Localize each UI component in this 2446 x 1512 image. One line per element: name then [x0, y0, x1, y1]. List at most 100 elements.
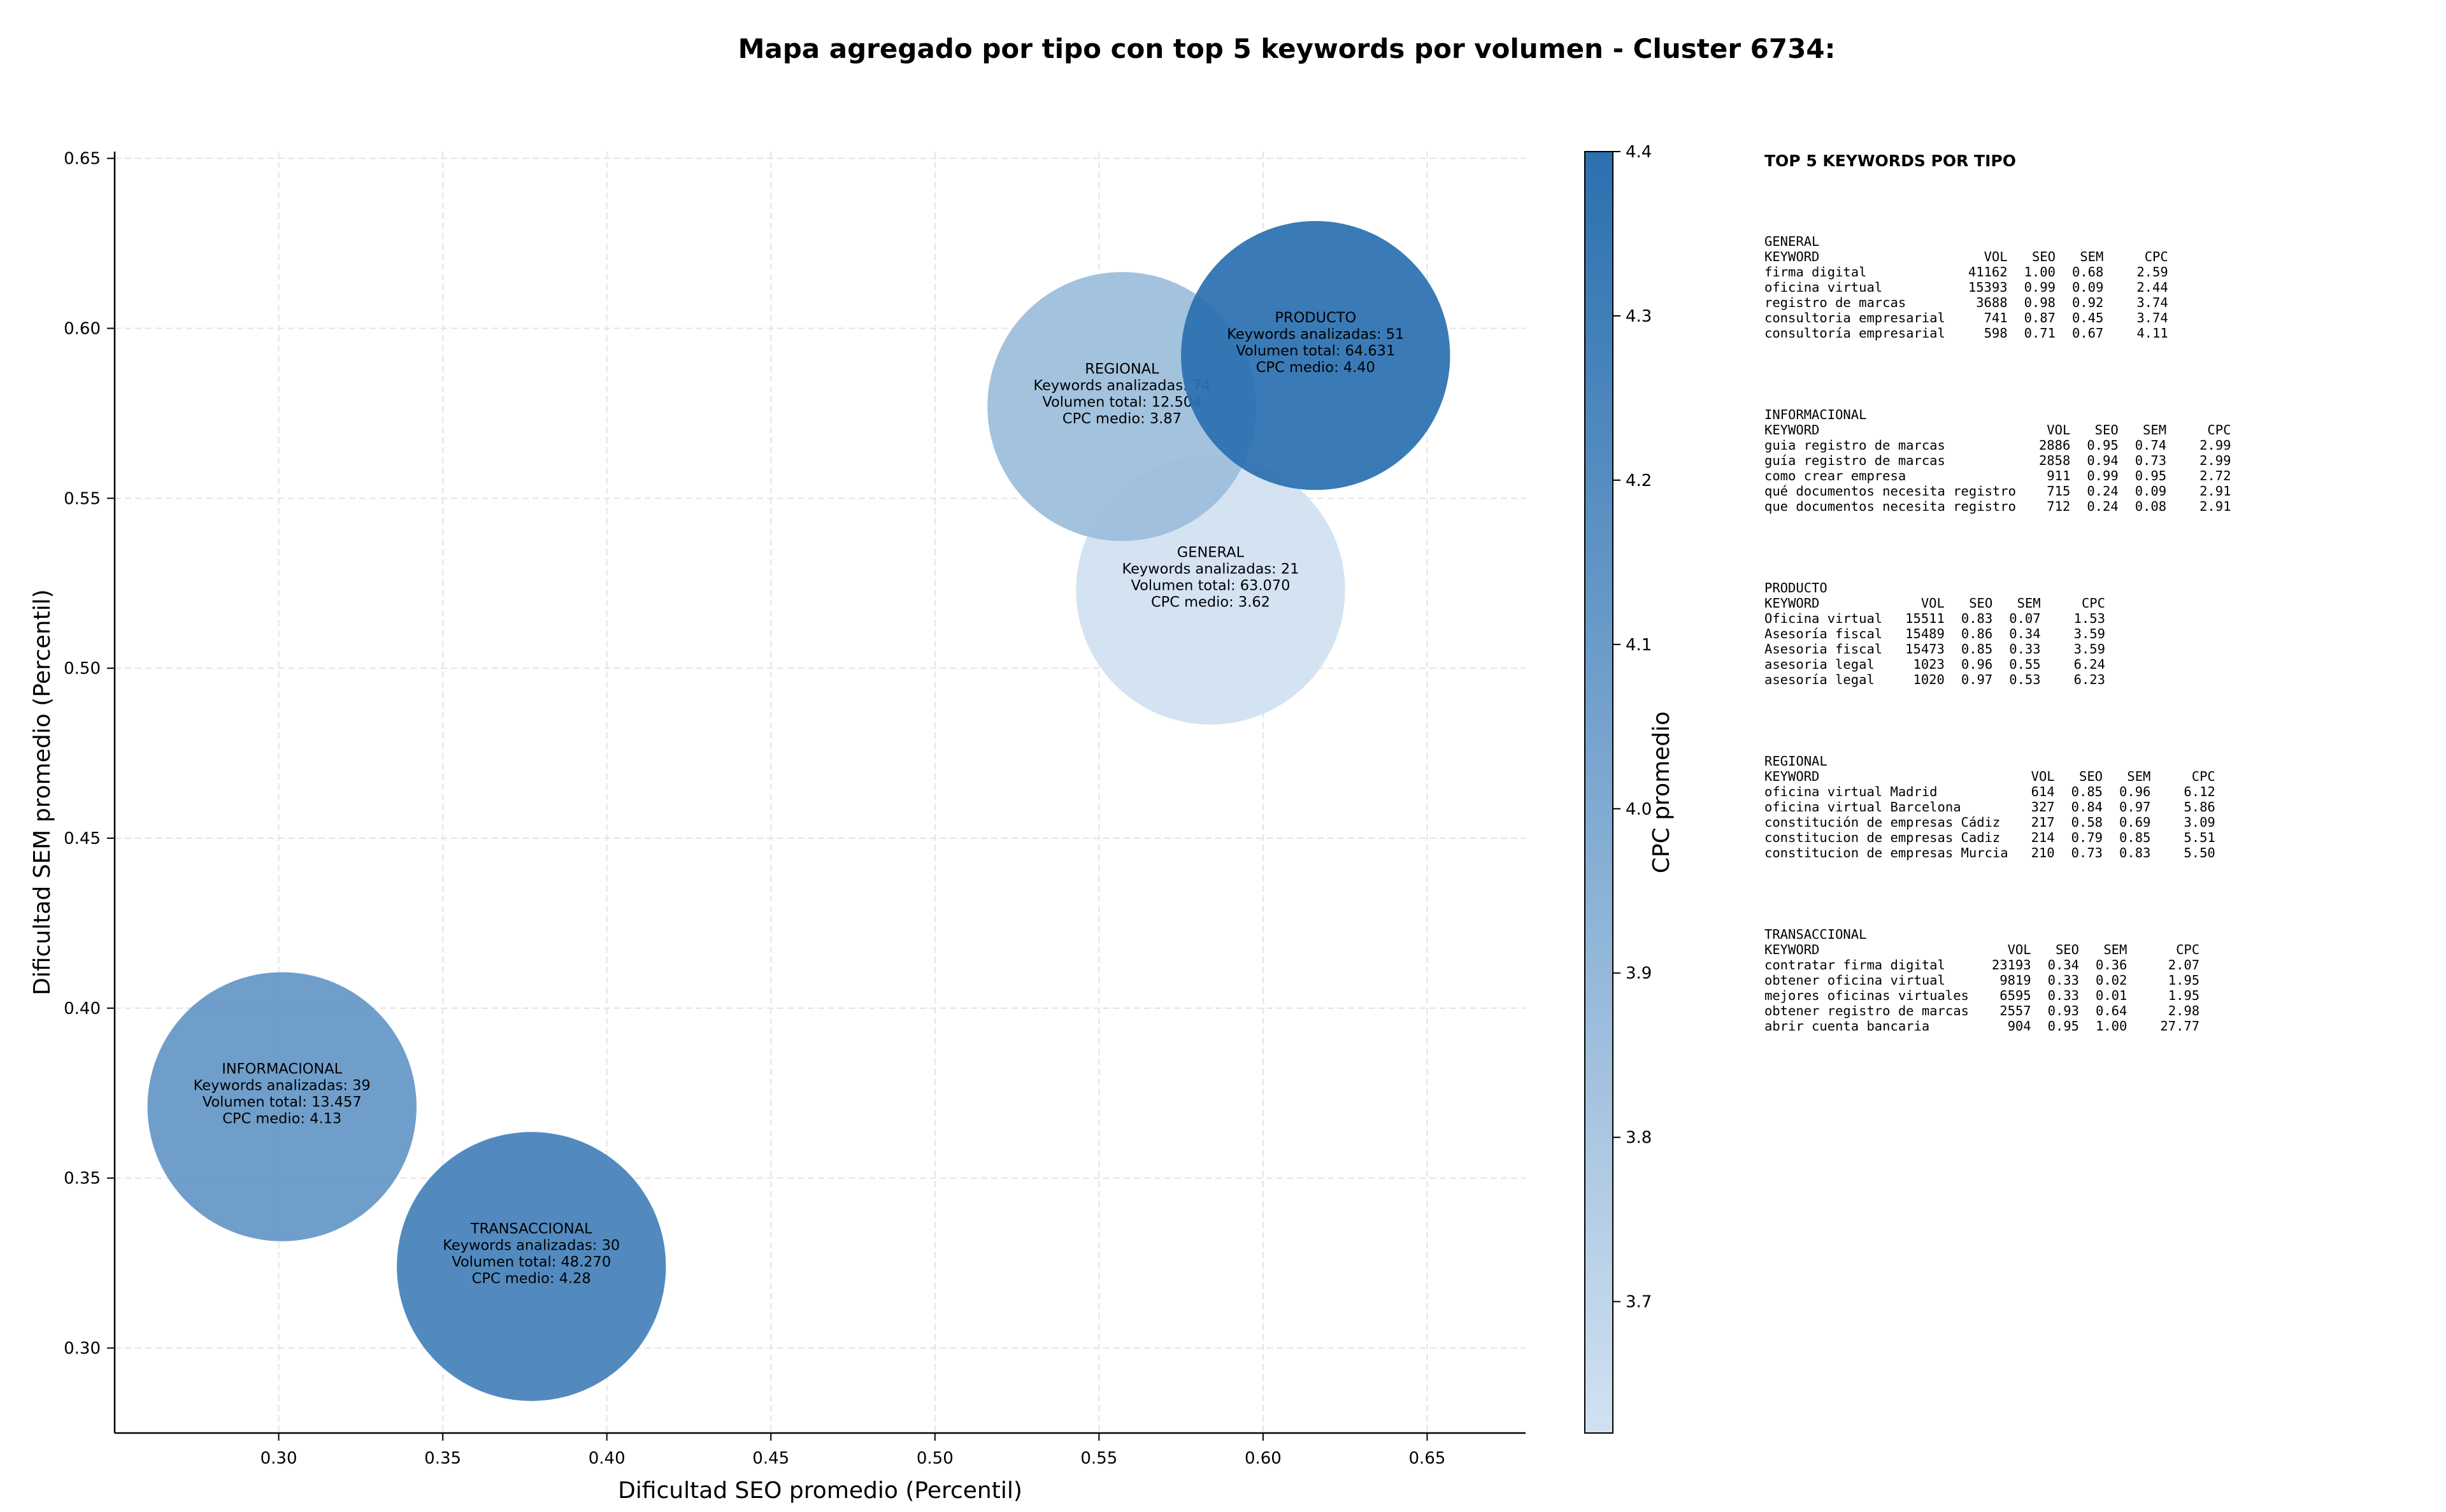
- metric-cell: 3.09: [2184, 815, 2215, 830]
- colorbar-label: CPC promedio: [1649, 711, 1675, 873]
- column-header: SEM: [2143, 422, 2167, 438]
- metric-cell: 9819: [1999, 973, 2031, 988]
- y-tick-label: 0.40: [64, 999, 101, 1018]
- keyword-cell: contratar firma digital: [1764, 957, 1945, 973]
- metric-cell: 217: [2031, 815, 2055, 830]
- bubble-stat-label: Volumen total: 63.070: [1131, 577, 1290, 594]
- metric-cell: 6595: [1999, 988, 2031, 1003]
- colorbar-tick-label: 4.1: [1626, 636, 1652, 655]
- column-header: VOL: [2047, 422, 2071, 438]
- metric-cell: 15473: [1905, 641, 1945, 657]
- column-header: VOL: [1920, 596, 1945, 611]
- colorbar-tick-label: 3.9: [1626, 964, 1652, 983]
- metric-cell: 6.23: [2073, 672, 2105, 687]
- metric-cell: 1023: [1913, 657, 1945, 672]
- x-tick-label: 0.30: [261, 1449, 297, 1468]
- column-header: VOL: [1984, 249, 2008, 264]
- x-axis-label: Dificultad SEO promedio (Percentil): [618, 1478, 1022, 1504]
- metric-cell: 2.98: [2168, 1003, 2200, 1018]
- metric-cell: 0.33: [2009, 641, 2041, 657]
- metric-cell: 0.79: [2071, 830, 2103, 845]
- column-header: SEM: [2103, 942, 2128, 957]
- column-header: SEM: [2017, 596, 2041, 611]
- metric-cell: 6.24: [2073, 657, 2105, 672]
- metric-cell: 0.92: [2071, 295, 2104, 310]
- keyword-row: mejores oficinas virtuales 6595 0.33 0.01 1.…: [1764, 988, 2199, 1003]
- column-header: CPC: [2081, 596, 2105, 611]
- metric-cell: 15393: [1968, 280, 2008, 295]
- metric-cell: 0.34: [2047, 957, 2079, 973]
- metric-cell: 0.98: [2024, 295, 2056, 310]
- metric-cell: 0.94: [2087, 453, 2119, 468]
- metric-cell: 0.95: [2047, 1018, 2079, 1034]
- metric-cell: 0.86: [1961, 626, 1993, 641]
- keyword-table: KEYWORD VOL SEO SEM CPC oficina virtual Madri…: [1764, 769, 2215, 860]
- metric-cell: 0.33: [2047, 973, 2079, 988]
- y-tick-label: 0.30: [64, 1339, 101, 1359]
- bubble-stat-label: Volumen total: 48.270: [452, 1253, 611, 1270]
- colorbar-tick-label: 4.4: [1626, 143, 1652, 162]
- keyword-cell: Asesoria fiscal: [1764, 641, 1883, 657]
- bubble-stat-label: Keywords analizadas: 21: [1122, 560, 1299, 577]
- metric-cell: 0.74: [2135, 438, 2167, 453]
- keyword-row: como crear empresa 911 0.99 0.95 2.72: [1764, 468, 2231, 483]
- keyword-cell: consultoría empresarial: [1764, 325, 1945, 341]
- keyword-group-title: TRANSACCIONAL: [1764, 927, 1867, 942]
- metric-cell: 0.34: [2009, 626, 2041, 641]
- keyword-cell: consultoria empresarial: [1764, 310, 1945, 325]
- colorbar: 3.7 3.8 3.9 4.0 4.1 4.2 4.3 4.4 CPC promedio: [1584, 143, 1675, 1434]
- keyword-cell: oficina virtual: [1764, 280, 1883, 295]
- column-header: SEO: [2078, 769, 2103, 784]
- keyword-row: abrir cuenta bancaria 904 0.95 1.00 27.77: [1764, 1018, 2199, 1034]
- bubble-type-label: INFORMACIONAL: [222, 1061, 342, 1078]
- keyword-row: que documentos necesita registro 712 0.24 0…: [1764, 499, 2231, 514]
- y-tick-label: 0.50: [64, 659, 101, 678]
- metric-cell: 0.02: [2096, 973, 2128, 988]
- keyword-cell: asesoría legal: [1764, 672, 1875, 687]
- metric-cell: 5.51: [2184, 830, 2215, 845]
- keyword-row: guía registro de marcas 2858 0.94 0.73 2.99: [1764, 453, 2231, 468]
- keyword-group-informacional: INFORMACIONAL KEYWORD VOL SEO SEM CPC guia reg…: [1764, 407, 2427, 514]
- metric-cell: 2.91: [2199, 499, 2231, 514]
- bubble-stat-label: Volumen total: 64.631: [1236, 343, 1395, 359]
- metric-cell: 3.59: [2073, 641, 2105, 657]
- metric-cell: 0.83: [2119, 845, 2151, 860]
- y-tick-label: 0.55: [64, 489, 101, 508]
- keyword-group-title: REGIONAL: [1764, 753, 1827, 769]
- metric-cell: 0.45: [2071, 310, 2104, 325]
- metric-cell: 0.87: [2024, 310, 2056, 325]
- metric-cell: 5.50: [2184, 845, 2215, 860]
- keyword-cell: mejores oficinas virtuales: [1764, 988, 1969, 1003]
- metric-cell: 2.99: [2199, 438, 2231, 453]
- metric-cell: 2.44: [2136, 280, 2168, 295]
- keyword-table: KEYWORD VOL SEO SEM CPC firma digital 41162 1.0…: [1764, 249, 2168, 341]
- metric-cell: 1.95: [2168, 973, 2200, 988]
- bubble-stat-label: Keywords analizadas: 51: [1227, 326, 1404, 343]
- metric-cell: 5.86: [2184, 799, 2215, 815]
- keyword-cell: asesoria legal: [1764, 657, 1875, 672]
- keyword-row: qué documentos necesita registro 715 0.24 0…: [1764, 483, 2231, 499]
- keyword-group-title: GENERAL: [1764, 234, 1820, 249]
- keyword-row: oficina virtual Madrid 614 0.85 0.96 6.12: [1764, 784, 2215, 799]
- chart-title: Mapa agregado por tipo con top 5 keyword…: [738, 33, 1836, 64]
- bubble-stat-label: CPC medio: 3.62: [1151, 594, 1270, 610]
- metric-cell: 715: [2047, 483, 2071, 499]
- keywords-panel: TOP 5 KEYWORDS POR TIPO GENERAL KEYWORD VO…: [1764, 152, 2427, 1100]
- bubble-stat-label: Volumen total: 13.457: [203, 1094, 362, 1111]
- keyword-row: Oficina virtual 15511 0.83 0.07 1.53: [1764, 611, 2105, 626]
- metric-cell: 0.85: [1961, 641, 1993, 657]
- column-header: SEM: [2127, 769, 2151, 784]
- metric-cell: 210: [2031, 845, 2055, 860]
- metric-cell: 3.74: [2136, 295, 2168, 310]
- metric-cell: 3688: [1976, 295, 2008, 310]
- metric-cell: 1.00: [2024, 264, 2056, 280]
- keyword-row: oficina virtual 15393 0.99 0.09 2.44: [1764, 280, 2168, 295]
- keyword-groups: GENERAL KEYWORD VOL SEO SEM CPC firma digital 4…: [1764, 234, 2427, 1034]
- metric-cell: 904: [2007, 1018, 2031, 1034]
- metric-cell: 0.95: [2135, 468, 2167, 483]
- metric-cell: 1.95: [2168, 988, 2200, 1003]
- metric-cell: 2.07: [2168, 957, 2200, 973]
- metric-cell: 0.53: [2009, 672, 2041, 687]
- bubble-transaccional: [397, 1132, 666, 1401]
- metric-cell: 0.73: [2071, 845, 2103, 860]
